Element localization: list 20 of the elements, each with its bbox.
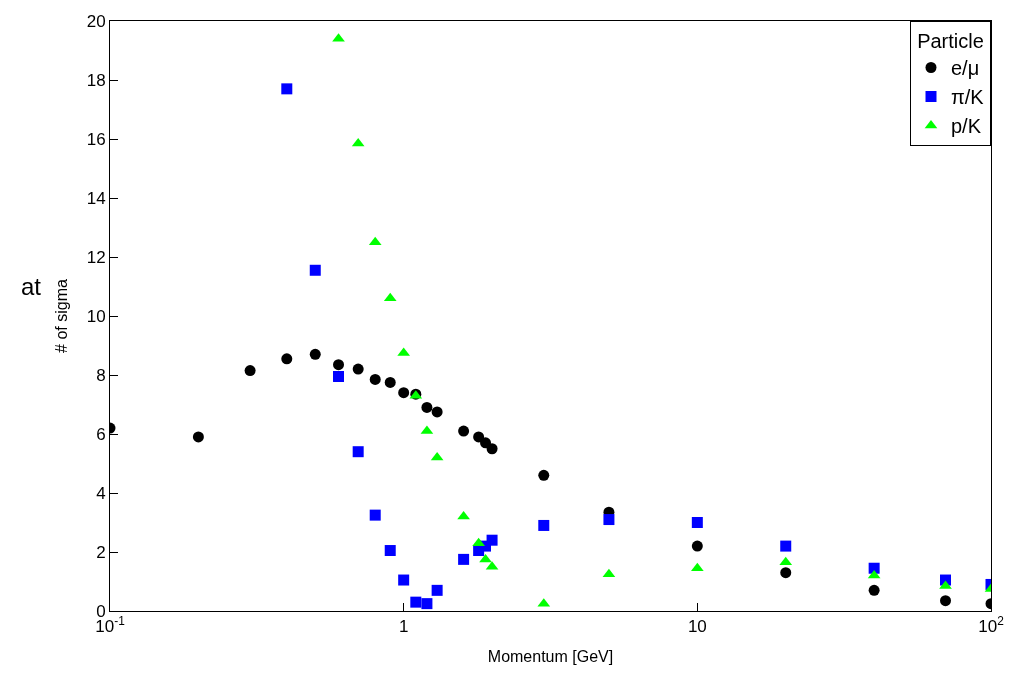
x-axis-title: Momentum [GeV] — [487, 648, 614, 666]
y-axis-title: # of sigma — [52, 278, 70, 353]
y-tick-label: 10 — [86, 306, 106, 326]
y-tick-label: 14 — [86, 188, 106, 208]
y-tick-label: 2 — [96, 542, 106, 562]
legend-label: p/K — [951, 115, 982, 138]
legend-title: Particle — [917, 30, 984, 52]
text: at — [21, 273, 42, 300]
legend-label: e/μ — [951, 57, 980, 80]
y-tick-label: 16 — [86, 129, 106, 149]
x-tick-label: 10$^{2}$ — [978, 614, 1005, 637]
legend-label: π/K — [951, 86, 985, 109]
y-tick-label: 20 — [86, 11, 106, 31]
x-tick-label: 10 — [687, 617, 707, 637]
y-tick-label: 12 — [86, 247, 106, 267]
x-tick-label: 1 — [398, 617, 409, 637]
y-tick-label: 4 — [96, 483, 106, 503]
y-tick-label: 18 — [86, 70, 106, 90]
y-tick-label: 8 — [96, 365, 106, 385]
y-tick-label: 6 — [96, 424, 106, 444]
